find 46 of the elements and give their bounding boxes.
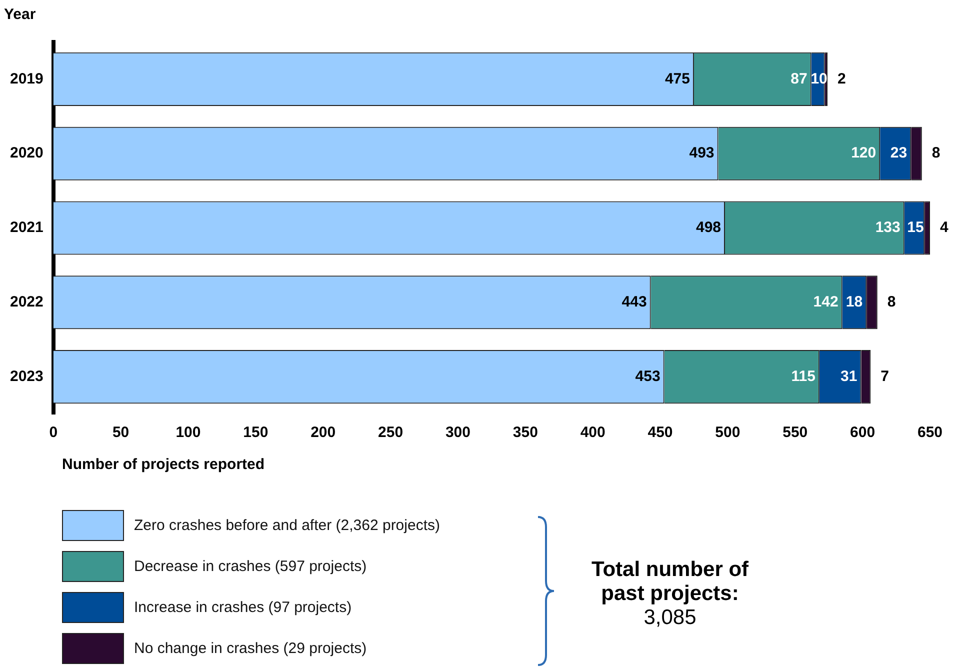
data-label: 133	[875, 219, 900, 236]
y-tick-label: 2021	[10, 219, 44, 236]
y-tick-label: 2020	[10, 144, 44, 162]
x-tick-label: 450	[648, 424, 673, 442]
data-label: 87	[790, 70, 808, 88]
x-tick-label: 0	[49, 424, 58, 442]
data-label: 443	[622, 294, 647, 311]
y-tick-label: 2023	[10, 368, 44, 385]
data-label: 2	[838, 70, 846, 88]
x-tick-label: 350	[512, 424, 538, 442]
data-label: 120	[851, 144, 876, 162]
x-tick-label: 50	[112, 424, 130, 442]
x-tick-label: 500	[715, 424, 740, 442]
data-label: 475	[664, 70, 690, 88]
data-label: 23	[890, 144, 908, 162]
data-label: 18	[846, 294, 863, 311]
x-tick-label: 100	[176, 424, 201, 442]
data-label: 8	[932, 144, 940, 162]
y-tick-label: 2022	[10, 294, 44, 311]
legend-label: Zero crashes before and after (2,362 projects)	[134, 517, 440, 534]
x-axis-title: Number of projects reported	[62, 456, 265, 474]
data-label: 493	[689, 144, 714, 162]
data-label: 115	[791, 368, 816, 385]
data-label: 8	[887, 294, 896, 311]
data-label: 7	[880, 368, 890, 385]
x-tick-label: 400	[580, 424, 606, 442]
data-label: 31	[840, 368, 858, 385]
legend-label: No change in crashes (29 projects)	[134, 640, 367, 657]
data-label: 498	[696, 219, 722, 236]
data-label: 453	[635, 368, 660, 385]
data-label: 142	[813, 294, 838, 311]
text: 3,085	[642, 606, 698, 630]
x-tick-label: 150	[243, 424, 268, 442]
x-tick-label: 650	[917, 424, 943, 442]
x-tick-label: 600	[850, 424, 876, 442]
data-label: 4	[940, 219, 949, 236]
x-tick-label: 300	[445, 424, 470, 442]
legend-label: Increase in crashes (97 projects)	[134, 599, 352, 616]
x-tick-label: 200	[310, 424, 336, 442]
data-label: 15	[907, 219, 924, 236]
legend-label: Decrease in crashes (597 projects)	[134, 558, 367, 575]
x-tick-label: 250	[378, 424, 404, 442]
text: Total number of past projects:	[590, 558, 750, 606]
x-tick-label: 550	[782, 424, 808, 442]
y-tick-label: 2019	[10, 70, 44, 88]
y-axis-title: Year	[4, 6, 36, 24]
